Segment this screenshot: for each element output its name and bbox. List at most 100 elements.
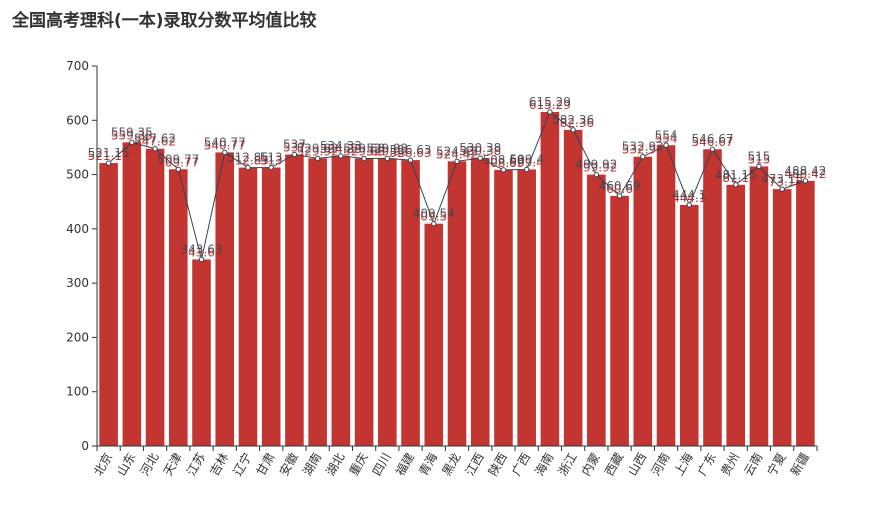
bar-value-label: 554 (655, 131, 678, 145)
bar-内蒙 (587, 174, 606, 446)
line-value-label: 582.36 (552, 113, 594, 127)
y-tick-label: 400 (66, 222, 89, 236)
bar-福建 (401, 160, 420, 446)
bar-value-label: 526.63 (390, 146, 432, 160)
bar-湖南 (308, 158, 327, 446)
bar-value-label: 582.36 (552, 116, 594, 130)
bar-辽宁 (238, 167, 258, 447)
x-tick-label: 北京 (91, 451, 115, 479)
bar-河北 (145, 148, 165, 446)
line-point-山东 (129, 139, 135, 146)
x-tick-label: 甘肃 (254, 451, 278, 479)
x-tick-label: 河北 (138, 451, 162, 479)
line-point-山西 (640, 154, 646, 160)
bar-value-label: 343.63 (181, 245, 223, 259)
bar-浙江 (563, 129, 583, 447)
x-tick-label: 安徽 (276, 450, 301, 478)
line-point-辽宁 (245, 164, 251, 171)
bar-广西 (517, 169, 536, 446)
bar-value-label: 534.33 (320, 142, 362, 156)
chart-title: 全国高考理科(一本)录取分数平均值比较 (12, 11, 317, 31)
line-point-宁夏 (779, 186, 785, 192)
x-tick-label: 湖南 (299, 450, 324, 478)
bar-江西 (470, 158, 490, 447)
line-value-label: 509.4 (509, 152, 543, 166)
line-value-label: 460.69 (599, 179, 641, 193)
bar-上海 (679, 204, 699, 446)
bar-山东 (122, 142, 142, 447)
line-point-福建 (407, 157, 414, 163)
line-value-label: 534.33 (320, 139, 362, 153)
line-value-label: 529.92 (366, 141, 408, 155)
line-point-海南 (547, 109, 553, 115)
bar-value-label: 473.15 (761, 175, 803, 189)
bar-重庆 (354, 158, 374, 447)
x-tick-label: 江苏 (184, 451, 208, 479)
bar-value-label: 488.42 (784, 167, 826, 181)
line-point-重庆 (361, 155, 367, 162)
bar-安徽 (285, 154, 304, 446)
x-tick-label: 山东 (114, 451, 138, 479)
x-tick-label: 江西 (463, 451, 487, 479)
line-value-label: 512.85 (227, 151, 269, 165)
line-value-label: 530.38 (459, 141, 501, 155)
x-tick-label: 青海 (415, 450, 440, 478)
bar-value-label: 508.69 (482, 156, 524, 170)
bar-吉林 (215, 152, 235, 446)
x-tick-label: 上海 (671, 450, 696, 478)
line-value-label: 508.69 (482, 153, 524, 167)
x-tick-label: 山西 (625, 451, 649, 479)
line-value-label: 481.15 (715, 168, 757, 182)
y-tick-label: 200 (66, 330, 89, 344)
bar-value-label: 512.85 (227, 154, 269, 168)
bar-新疆 (796, 180, 815, 446)
bar-value-label: 547.62 (134, 135, 176, 149)
bar-湖北 (331, 155, 351, 446)
line-point-四川 (384, 155, 391, 162)
bar-value-label: 529.92 (366, 144, 408, 158)
line-value-label: 526.63 (390, 143, 432, 157)
x-tick-label: 广西 (509, 451, 533, 479)
y-tick-label: 600 (66, 113, 89, 127)
bar-四川 (378, 158, 397, 446)
line-point-青海 (431, 220, 437, 227)
y-tick-label: 700 (66, 59, 89, 73)
line-point-云南 (756, 163, 762, 170)
line-value-label: 513 (260, 151, 283, 165)
y-tick-label: 300 (66, 276, 89, 290)
bar-宁夏 (772, 189, 792, 446)
line-point-浙江 (570, 127, 576, 133)
bar-value-label: 540.77 (204, 138, 246, 152)
line-point-吉林 (222, 149, 228, 156)
line-point-广西 (523, 166, 530, 173)
x-tick-label: 贵州 (718, 451, 742, 479)
line-group (105, 109, 809, 263)
x-tick-label: 福建 (392, 450, 417, 478)
x-tick-label: 海南 (532, 450, 557, 478)
line-value-label: 529.92 (297, 141, 339, 155)
line-value-label: 554 (655, 128, 678, 142)
x-tick-label: 西藏 (602, 451, 626, 479)
y-tick-label: 100 (66, 385, 89, 399)
line-point-甘肃 (268, 164, 274, 171)
line-point-贵州 (733, 182, 739, 188)
bar-value-label: 481.15 (715, 171, 757, 185)
x-tick-label: 浙江 (556, 451, 580, 479)
line-value-label: 444.1 (672, 188, 706, 202)
line-value-label: 524.42 (436, 144, 478, 158)
line-point-西藏 (616, 193, 623, 199)
line-value-label: 537 (283, 137, 306, 151)
line-point-内蒙 (593, 171, 600, 178)
line-value-label: 521.15 (88, 146, 130, 160)
x-tick-label: 湖北 (322, 450, 347, 478)
bar-value-label: 499.92 (575, 161, 617, 175)
bar-value-label: 546.67 (691, 135, 733, 149)
bar-广东 (703, 149, 722, 447)
bar-value-label: 532.92 (622, 143, 664, 157)
line-value-label: 532.92 (622, 140, 664, 154)
bars-group (99, 111, 815, 447)
line-point-天津 (175, 166, 181, 172)
x-tick-label: 宁夏 (764, 450, 789, 478)
line-value-label: 515 (747, 149, 770, 163)
bar-value-label: 615.29 (529, 98, 571, 112)
